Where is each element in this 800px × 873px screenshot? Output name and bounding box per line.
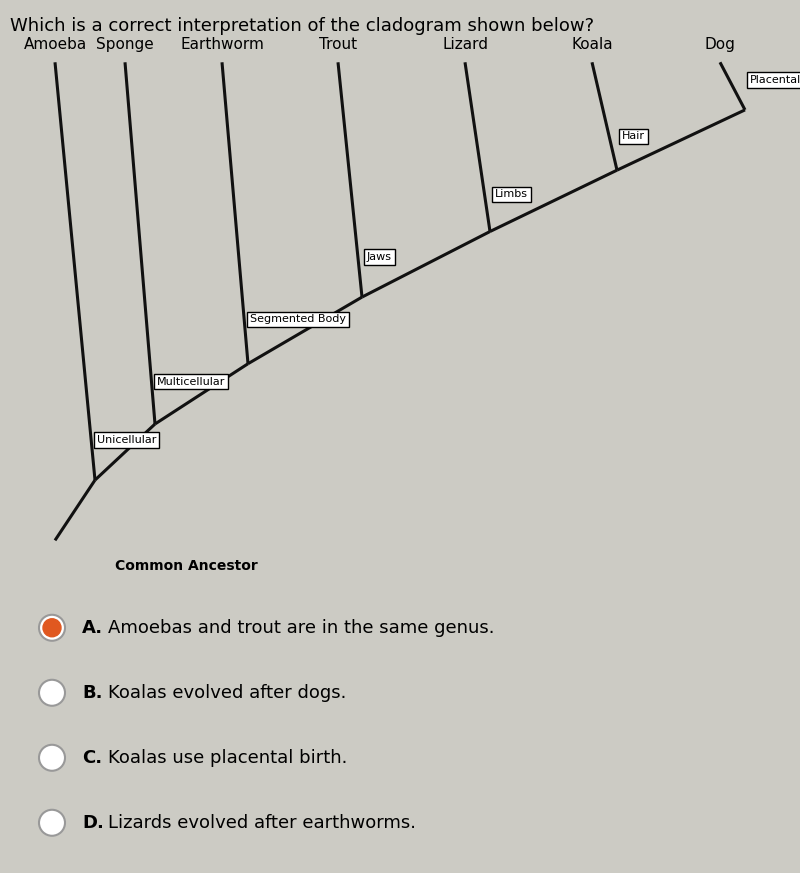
- Text: Segmented Body: Segmented Body: [250, 314, 346, 324]
- Text: Amoebas and trout are in the same genus.: Amoebas and trout are in the same genus.: [108, 619, 494, 636]
- Text: Jaws: Jaws: [367, 252, 392, 262]
- Circle shape: [39, 680, 65, 705]
- Circle shape: [43, 619, 61, 636]
- Text: Lizard: Lizard: [442, 37, 488, 52]
- Text: D.: D.: [82, 814, 104, 832]
- Circle shape: [39, 745, 65, 771]
- Text: Limbs: Limbs: [495, 189, 528, 200]
- Circle shape: [39, 810, 65, 835]
- Text: Hair: Hair: [622, 131, 645, 141]
- Text: C.: C.: [82, 749, 102, 766]
- Text: Multicellular: Multicellular: [157, 377, 226, 387]
- Text: Common Ancestor: Common Ancestor: [115, 560, 258, 574]
- Text: Koalas use placental birth.: Koalas use placental birth.: [108, 749, 347, 766]
- Text: Placental: Placental: [750, 75, 800, 86]
- Text: Koalas evolved after dogs.: Koalas evolved after dogs.: [108, 684, 346, 702]
- Text: Earthworm: Earthworm: [180, 37, 264, 52]
- Circle shape: [39, 615, 65, 641]
- Text: Koala: Koala: [571, 37, 613, 52]
- Text: Sponge: Sponge: [96, 37, 154, 52]
- Text: Amoeba: Amoeba: [23, 37, 86, 52]
- Text: Which is a correct interpretation of the cladogram shown below?: Which is a correct interpretation of the…: [10, 17, 594, 36]
- Text: B.: B.: [82, 684, 102, 702]
- Text: Trout: Trout: [319, 37, 357, 52]
- Text: Unicellular: Unicellular: [97, 435, 156, 445]
- Text: Dog: Dog: [705, 37, 735, 52]
- Text: Lizards evolved after earthworms.: Lizards evolved after earthworms.: [108, 814, 416, 832]
- Text: A.: A.: [82, 619, 103, 636]
